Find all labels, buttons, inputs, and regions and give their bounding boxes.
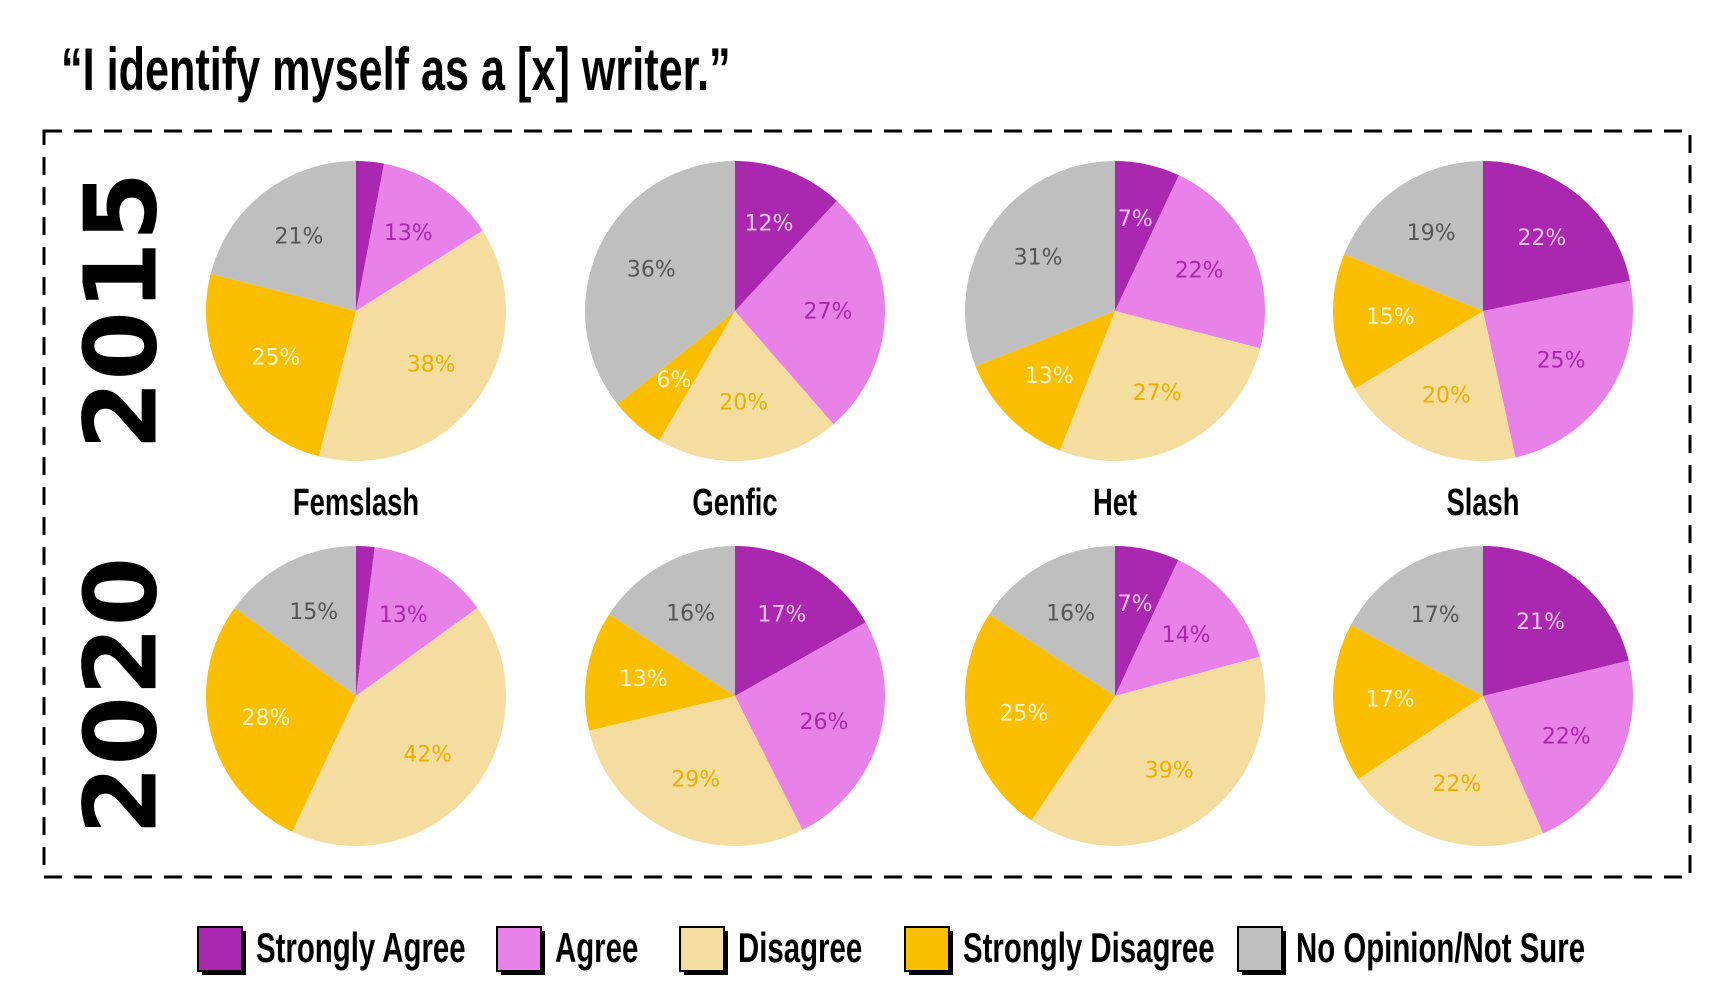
value-label: 42%: [403, 742, 452, 767]
value-label: 27%: [804, 299, 853, 324]
legend-label: Strongly Agree: [256, 924, 466, 972]
value-label: 31%: [1014, 246, 1063, 271]
pie-slice: [1059, 311, 1261, 461]
value-label: 15%: [289, 600, 338, 625]
legend-label: No Opinion/Not Sure: [1296, 924, 1585, 972]
pie-slice: [735, 161, 837, 311]
value-label: 22%: [1432, 772, 1481, 797]
pie-slice: [1358, 696, 1544, 846]
value-label: 27%: [1133, 381, 1182, 406]
pie-slice: [617, 311, 735, 441]
pie-slice: [1350, 546, 1483, 696]
column-label: Femslash: [293, 482, 419, 524]
pie-slice: [965, 614, 1115, 821]
value-label: 13%: [384, 221, 433, 246]
pie-slice: [989, 546, 1115, 696]
value-label: 17%: [1411, 603, 1460, 628]
pie-slice: [1115, 546, 1179, 696]
pie-slice: [1354, 311, 1516, 461]
value-label: 14%: [1162, 623, 1211, 648]
column-label: Slash: [1446, 482, 1519, 524]
pie-slice: [964, 161, 1115, 367]
pie-slice: [585, 614, 735, 731]
pie-slice: [735, 200, 886, 425]
row-label: 2020: [62, 557, 179, 835]
value-label: 7%: [1118, 207, 1153, 232]
value-label: 12%: [744, 211, 793, 236]
pie-slice: [1483, 161, 1630, 311]
value-label: 6%: [657, 368, 692, 393]
value-label: 29%: [671, 767, 720, 792]
pie-slice: [356, 547, 478, 696]
column-label: Het: [1093, 482, 1137, 524]
value-label: 25%: [1537, 349, 1586, 374]
pie-slice: [1483, 280, 1633, 458]
pie-slice: [659, 311, 834, 461]
pie-slice: [318, 230, 507, 461]
legend-swatch: [904, 926, 950, 972]
value-label: 7%: [1118, 592, 1153, 617]
pie-slice: [356, 163, 483, 311]
value-label: 39%: [1145, 759, 1194, 784]
pie-slice: [1344, 161, 1483, 311]
pie-slice: [975, 311, 1115, 451]
value-label: 21%: [275, 225, 324, 250]
pie-slice: [292, 607, 507, 847]
legend-swatch: [679, 926, 725, 972]
pie-slice: [1483, 660, 1633, 834]
value-label: 13%: [619, 667, 668, 692]
pie-slice: [1031, 656, 1265, 847]
pie-slice: [589, 696, 803, 846]
pie-slice: [609, 546, 735, 696]
pie-slice: [205, 607, 356, 832]
legend-swatch: [197, 926, 243, 972]
pie-slice: [356, 546, 375, 696]
chart-title: “I identify myself as a [x] writer.”: [61, 37, 731, 104]
legend-swatch: [496, 926, 542, 972]
value-label: 15%: [1366, 305, 1415, 330]
frame: [42, 129, 1692, 879]
pie-slice: [356, 161, 385, 311]
pie-slice: [1115, 559, 1260, 696]
pie-slice: [234, 546, 356, 696]
pie-slice: [1483, 546, 1629, 696]
pie-slice: [735, 622, 885, 830]
pie-slice: [735, 546, 866, 696]
pie-slice: [210, 160, 356, 311]
value-label: 20%: [719, 391, 768, 416]
value-label: 16%: [1046, 601, 1095, 626]
legend-label: Agree: [555, 924, 638, 972]
column-label: Genfic: [692, 482, 777, 524]
value-label: 21%: [1516, 610, 1565, 635]
value-label: 25%: [251, 345, 300, 370]
pie-slice: [1333, 625, 1483, 780]
value-label: 17%: [757, 603, 806, 628]
value-label: 17%: [1366, 687, 1415, 712]
value-label: 13%: [1025, 364, 1074, 389]
value-label: 22%: [1542, 724, 1591, 749]
value-label: 38%: [407, 353, 456, 378]
value-label: 36%: [627, 257, 676, 282]
legend-label: Disagree: [738, 924, 862, 972]
value-label: 22%: [1175, 258, 1224, 283]
pie-slice: [1333, 254, 1483, 389]
value-label: 22%: [1517, 226, 1566, 251]
value-label: 28%: [241, 706, 290, 731]
value-label: 13%: [379, 603, 428, 628]
value-label: 25%: [999, 702, 1048, 727]
value-label: 26%: [800, 710, 849, 735]
value-label: 20%: [1422, 383, 1471, 408]
pie-slice: [205, 273, 356, 457]
legend-label: Strongly Disagree: [963, 924, 1215, 972]
pie-slice: [1115, 161, 1179, 311]
pie-slice: [585, 161, 735, 405]
value-label: 16%: [666, 601, 715, 626]
pie-slice: [1115, 175, 1265, 349]
value-label: 19%: [1407, 221, 1456, 246]
legend-swatch: [1237, 926, 1283, 972]
row-label: 2015: [62, 172, 179, 450]
